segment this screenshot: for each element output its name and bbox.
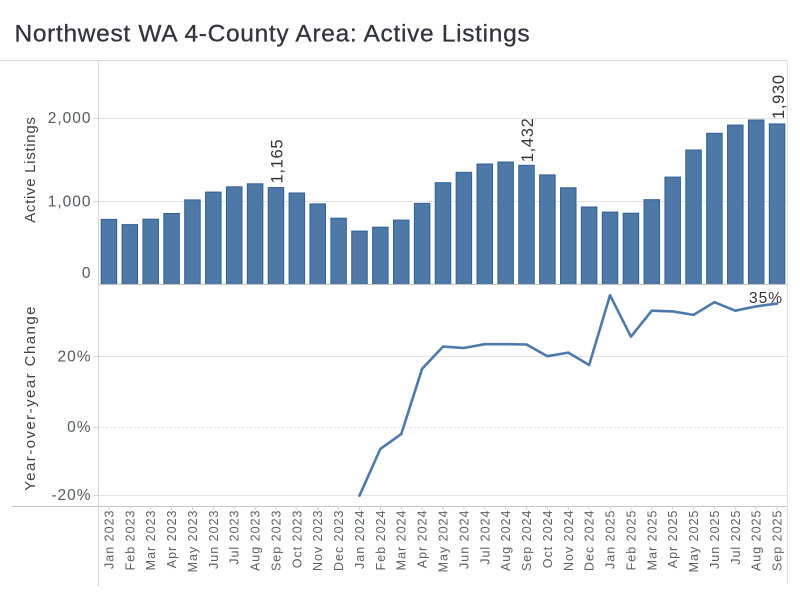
- svg-text:Jan 2025: Jan 2025: [604, 510, 618, 569]
- svg-text:Sep 2025: Sep 2025: [771, 510, 785, 572]
- svg-text:Jul 2024: Jul 2024: [478, 510, 492, 565]
- svg-text:May 2023: May 2023: [186, 510, 200, 573]
- svg-text:Jan 2023: Jan 2023: [102, 510, 116, 569]
- svg-text:Oct 2024: Oct 2024: [541, 510, 555, 569]
- svg-text:May 2025: May 2025: [687, 510, 701, 573]
- svg-text:20%: 20%: [57, 348, 91, 365]
- svg-text:Apr 2023: Apr 2023: [165, 510, 179, 569]
- svg-text:Aug 2023: Aug 2023: [249, 510, 263, 572]
- svg-text:Sep 2023: Sep 2023: [269, 510, 283, 572]
- svg-text:Dec 2023: Dec 2023: [332, 510, 346, 572]
- svg-text:Feb 2023: Feb 2023: [123, 510, 137, 571]
- svg-text:Aug 2025: Aug 2025: [750, 510, 764, 572]
- svg-text:Mar 2024: Mar 2024: [395, 510, 409, 571]
- svg-text:1,432: 1,432: [519, 118, 537, 163]
- svg-text:Jun 2024: Jun 2024: [457, 510, 471, 569]
- svg-text:Sep 2024: Sep 2024: [520, 510, 534, 572]
- svg-text:1,930: 1,930: [770, 74, 788, 119]
- svg-text:Mar 2025: Mar 2025: [645, 510, 659, 571]
- svg-text:Active Listings: Active Listings: [22, 116, 39, 222]
- svg-text:Aug 2024: Aug 2024: [499, 510, 513, 572]
- svg-text:Mar 2023: Mar 2023: [144, 510, 158, 571]
- svg-text:Feb 2024: Feb 2024: [374, 510, 388, 571]
- svg-text:Nov 2023: Nov 2023: [311, 510, 325, 572]
- svg-text:Apr 2025: Apr 2025: [666, 510, 680, 569]
- svg-text:Northwest WA 4-County Area: Ac: Northwest WA 4-County Area: Active Listi…: [15, 21, 531, 48]
- svg-text:May 2024: May 2024: [437, 510, 451, 573]
- svg-text:1,000: 1,000: [48, 193, 92, 210]
- svg-text:1,165: 1,165: [269, 139, 287, 184]
- svg-text:Jun 2023: Jun 2023: [207, 510, 221, 569]
- svg-text:Jan 2024: Jan 2024: [353, 510, 367, 569]
- svg-text:Dec 2024: Dec 2024: [583, 510, 597, 572]
- svg-text:Feb 2025: Feb 2025: [624, 510, 638, 571]
- svg-text:0: 0: [82, 265, 92, 282]
- svg-text:Apr 2024: Apr 2024: [416, 510, 430, 569]
- svg-text:0%: 0%: [67, 419, 91, 436]
- svg-text:Year-over-year Change: Year-over-year Change: [22, 305, 39, 491]
- svg-text:Jul 2023: Jul 2023: [228, 510, 242, 565]
- svg-text:35%: 35%: [749, 290, 783, 307]
- svg-text:Jun 2025: Jun 2025: [708, 510, 722, 569]
- svg-text:Nov 2024: Nov 2024: [562, 510, 576, 572]
- svg-text:Oct 2023: Oct 2023: [290, 510, 304, 569]
- svg-text:-20%: -20%: [51, 487, 91, 504]
- svg-text:Jul 2025: Jul 2025: [729, 510, 743, 565]
- svg-text:2,000: 2,000: [48, 110, 92, 127]
